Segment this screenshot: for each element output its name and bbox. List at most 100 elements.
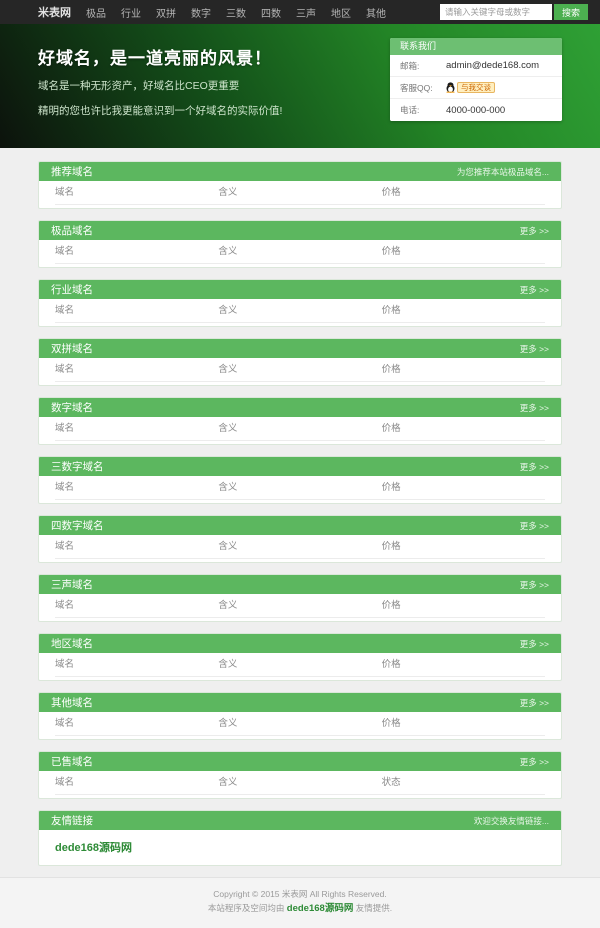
- main-content: 推荐域名 为您推荐本站极品域名... 域名 含义 价格 极品域名 更多 >> 域名含…: [0, 148, 600, 866]
- column-header: 含义: [218, 364, 238, 375]
- column-headers: 域名 含义 价格: [55, 305, 545, 317]
- column-header: 价格: [381, 600, 401, 611]
- search-input[interactable]: [439, 4, 552, 20]
- section-title: 四数字域名: [51, 520, 104, 532]
- domain-section: 已售域名 更多 >> 域名 含义 状态: [38, 751, 562, 799]
- qq-penguin-icon: [446, 82, 455, 93]
- page-footer: Copyright © 2015 米表网 All Rights Reserved…: [0, 877, 600, 928]
- section-header: 地区域名 更多 >>: [39, 634, 561, 653]
- column-header: 域名: [55, 305, 75, 316]
- friend-links-title: 友情链接: [51, 815, 93, 827]
- domain-section: 行业域名 更多 >> 域名 含义 价格: [38, 279, 562, 327]
- column-header: 状态: [381, 777, 401, 788]
- column-divider: [55, 263, 545, 264]
- contact-card: 联系我们 邮箱: admin@dede168.com 客服QQ: 与我交谈 电话: 400…: [390, 38, 562, 121]
- column-header: 价格: [381, 305, 401, 316]
- column-headers: 域名 含义 价格: [55, 600, 545, 612]
- contact-value: 4000-000-000: [446, 104, 506, 116]
- domain-section: 其他域名 更多 >> 域名 含义 价格: [38, 692, 562, 740]
- section-title: 极品域名: [51, 225, 93, 237]
- section-more-link[interactable]: 为您推荐本站极品域名...: [456, 166, 549, 177]
- section-more-link[interactable]: 更多 >>: [519, 284, 549, 295]
- section-header: 四数字域名 更多 >>: [39, 516, 561, 535]
- column-header: 含义: [218, 600, 238, 611]
- column-divider: [55, 440, 545, 441]
- column-divider: [55, 499, 545, 500]
- top-nav: 米表网 极品 行业 双拼 数字 三数 四数 三声 地区 其他 搜索: [0, 0, 600, 24]
- column-divider: [55, 794, 545, 795]
- column-headers: 域名 含义 价格: [55, 364, 545, 376]
- domain-section: 地区域名 更多 >> 域名 含义 价格: [38, 633, 562, 681]
- section-title: 双拼域名: [51, 343, 93, 355]
- domain-section: 数字域名 更多 >> 域名 含义 价格: [38, 397, 562, 445]
- contact-row: 电话: 4000-000-000: [390, 99, 562, 121]
- domain-sections: 推荐域名 为您推荐本站极品域名... 域名 含义 价格 极品域名 更多 >> 域名含…: [38, 161, 562, 799]
- column-headers: 域名 含义 价格: [55, 541, 545, 553]
- section-more-link[interactable]: 更多 >>: [519, 520, 549, 531]
- friend-links-more-link[interactable]: 欢迎交换友情链接...: [473, 815, 549, 826]
- section-more-link[interactable]: 更多 >>: [519, 697, 549, 708]
- column-header: 含义: [218, 305, 238, 316]
- contact-label: 电话:: [400, 105, 420, 115]
- section-header: 双拼域名 更多 >>: [39, 339, 561, 358]
- friend-link[interactable]: dede168源码网: [55, 842, 133, 854]
- credit-link[interactable]: dede168源码网: [286, 903, 354, 914]
- domain-section: 三声域名 更多 >> 域名 含义 价格: [38, 574, 562, 622]
- credit-line: 本站程序及空间均由 dede168源码网 友情提供.: [0, 901, 600, 916]
- contact-rows: 邮箱: admin@dede168.com 客服QQ: 与我交谈 电话: 4000-000…: [390, 55, 562, 121]
- column-headers: 域名 含义 价格: [55, 659, 545, 671]
- section-more-link[interactable]: 更多 >>: [519, 402, 549, 413]
- section-more-link[interactable]: 更多 >>: [519, 579, 549, 590]
- nav-item-地区[interactable]: 地区: [331, 8, 351, 20]
- contact-row: 客服QQ: 与我交谈: [390, 77, 562, 99]
- nav-item-极品[interactable]: 极品: [86, 8, 106, 20]
- section-more-link[interactable]: 更多 >>: [519, 343, 549, 354]
- nav-item-行业[interactable]: 行业: [121, 8, 141, 20]
- section-body: 域名 含义 价格: [39, 299, 561, 326]
- contact-label: 邮箱:: [400, 60, 420, 71]
- domain-section: 推荐域名 为您推荐本站极品域名... 域名 含义 价格: [38, 161, 562, 209]
- credit-prefix: 本站程序及空间均由: [207, 903, 287, 913]
- section-title: 行业域名: [51, 284, 93, 296]
- section-header: 极品域名 更多 >>: [39, 221, 561, 240]
- section-more-link[interactable]: 更多 >>: [519, 225, 549, 236]
- column-header: 价格: [381, 187, 401, 198]
- column-header: 域名: [55, 777, 75, 788]
- column-header: 价格: [381, 423, 401, 434]
- nav-item-四数[interactable]: 四数: [261, 8, 281, 20]
- section-more-link[interactable]: 更多 >>: [519, 638, 549, 649]
- nav-item-米表网[interactable]: 米表网: [38, 7, 71, 19]
- section-header: 三数字域名 更多 >>: [39, 457, 561, 476]
- qq-chat-badge[interactable]: 与我交谈: [446, 82, 495, 93]
- domain-section: 双拼域名 更多 >> 域名 含义 价格: [38, 338, 562, 386]
- column-header: 域名: [55, 246, 75, 257]
- search-button[interactable]: 搜索: [553, 4, 588, 20]
- copyright-line: Copyright © 2015 米表网 All Rights Reserved…: [213, 889, 387, 899]
- section-body: 域名 含义 价格: [39, 476, 561, 503]
- nav-item-三声[interactable]: 三声: [296, 8, 316, 20]
- column-divider: [55, 735, 545, 736]
- column-headers: 域名 含义 价格: [55, 718, 545, 730]
- column-header: 含义: [218, 777, 238, 788]
- hero-subtitle-2: 精明的您也许比我更能意识到一个好域名的实际价值!: [38, 105, 283, 117]
- hero-banner: 好域名，是一道亮丽的风景！ 域名是一种无形资产，好域名比CEO更重要 精明的您也…: [0, 24, 600, 148]
- nav-item-数字[interactable]: 数字: [191, 8, 211, 20]
- nav-item-其他[interactable]: 其他: [366, 8, 386, 20]
- section-header: 三声域名 更多 >>: [39, 575, 561, 594]
- section-more-link[interactable]: 更多 >>: [519, 756, 549, 767]
- search-box: 搜索: [439, 4, 588, 20]
- column-headers: 域名 含义 价格: [55, 423, 545, 435]
- credit-suffix: 友情提供.: [353, 903, 393, 913]
- column-header: 含义: [218, 659, 238, 670]
- contact-label: 客服QQ:: [400, 82, 433, 93]
- section-more-link[interactable]: 更多 >>: [519, 461, 549, 472]
- column-header: 域名: [55, 364, 75, 375]
- section-header: 数字域名 更多 >>: [39, 398, 561, 417]
- column-divider: [55, 676, 545, 677]
- nav-item-三数[interactable]: 三数: [226, 8, 246, 20]
- section-header: 行业域名 更多 >>: [39, 280, 561, 299]
- column-header: 价格: [381, 246, 401, 257]
- section-body: 域名 含义 状态: [39, 771, 561, 798]
- column-header: 含义: [218, 482, 238, 493]
- nav-item-双拼[interactable]: 双拼: [156, 8, 176, 20]
